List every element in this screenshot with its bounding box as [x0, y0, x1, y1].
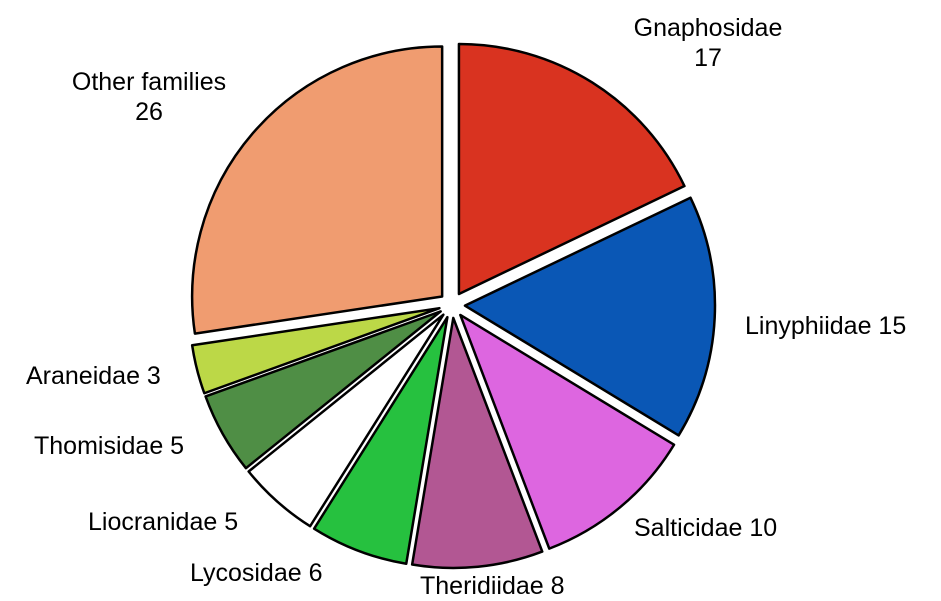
slice-label-gnaphosidae: Gnaphosidae 17: [634, 14, 783, 72]
slice-label-value: 26: [135, 98, 163, 126]
slice-label-other-families: Other families 26: [72, 68, 226, 126]
slice-label-araneidae: Araneidae 3: [26, 362, 161, 390]
pie-slice-lycosidae: [312, 315, 449, 565]
slice-label-linyphiidae: Linyphiidae 15: [745, 312, 906, 340]
slice-label-lycosidae: Lycosidae 6: [190, 559, 323, 587]
pie-slice-linyphiidae: [463, 196, 717, 437]
pie-slice-liocranidae: [247, 313, 445, 528]
pie-slice-gnaphosidae: [457, 42, 686, 296]
slice-label-name: Other families: [72, 68, 226, 96]
slice-label-theridiidae: Theridiidae 8: [420, 572, 565, 600]
pie-slice-thomisidae: [204, 310, 442, 470]
pie-slice-salticidae: [459, 313, 676, 550]
slice-label-salticidae: Salticidae 10: [634, 514, 777, 542]
pie-slice-araneidae: [190, 306, 441, 395]
slice-label-thomisidae: Thomisidae 5: [34, 432, 184, 460]
pie-slice-other-families: [190, 45, 444, 335]
slice-label-value: 17: [694, 44, 722, 72]
pie-labels: Gnaphosidae 17 Linyphiidae 15 Salticidae 10…: [26, 14, 906, 600]
slice-label-name: Gnaphosidae: [634, 14, 783, 42]
slice-label-liocranidae: Liocranidae 5: [88, 508, 238, 536]
pie-slices: [190, 42, 717, 570]
pie-slice-theridiidae: [410, 316, 544, 570]
